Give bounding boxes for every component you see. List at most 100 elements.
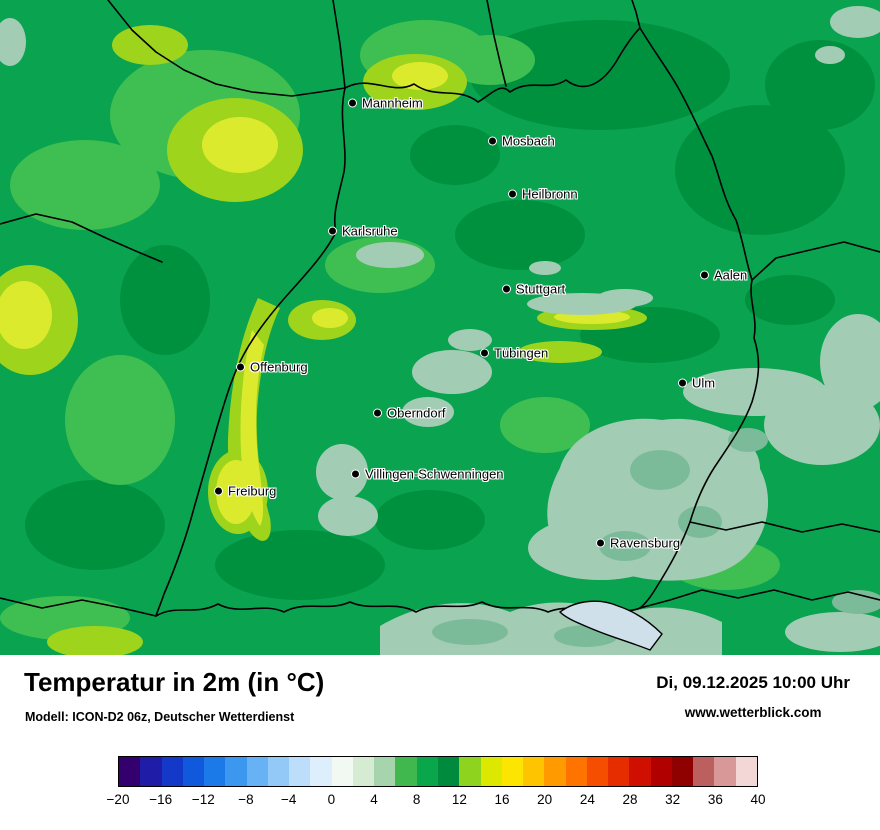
legend-tick-label: −4 xyxy=(280,792,297,807)
legend-color-segment xyxy=(523,757,545,786)
legend-color-segment xyxy=(459,757,481,786)
city-dot-icon xyxy=(503,285,510,293)
city-marker: Oberndorf xyxy=(374,406,446,421)
city-label: Tübingen xyxy=(494,345,549,361)
legend-color-segment xyxy=(331,757,353,786)
legend-color-segment xyxy=(119,757,141,786)
legend-tick-label: −16 xyxy=(149,792,173,807)
city-marker: Offenburg xyxy=(237,360,308,375)
legend-color-segment xyxy=(629,757,651,786)
legend-color-segment xyxy=(246,757,268,786)
city-marker: Freiburg xyxy=(215,484,276,499)
city-marker: Mannheim xyxy=(349,96,423,111)
legend-tick-label: −12 xyxy=(191,792,215,807)
city-dot-icon xyxy=(509,190,516,198)
temperature-legend: −20 −16 −12 −8 −4 0 4 8 12 16 20 24 28 32 36 40 xyxy=(107,756,766,810)
lake-constance xyxy=(558,600,663,651)
city-dot-icon xyxy=(679,379,686,387)
city-marker: Stuttgart xyxy=(503,282,565,297)
legend-tick-label: 36 xyxy=(707,792,723,807)
legend-color-segment xyxy=(671,757,694,786)
city-marker: Mosbach xyxy=(489,134,555,149)
legend-color-segment xyxy=(289,757,311,786)
legend-tick-label: 16 xyxy=(494,792,510,807)
legend-tick-label: −8 xyxy=(238,792,254,807)
legend-color-segment xyxy=(714,757,736,786)
city-label: Stuttgart xyxy=(516,281,566,297)
city-dot-icon xyxy=(329,227,336,235)
legend-tick-label: 12 xyxy=(451,792,467,807)
legend-colorbar xyxy=(118,756,758,787)
city-marker: Ulm xyxy=(679,376,715,391)
city-label: Aalen xyxy=(714,267,748,283)
city-dot-icon xyxy=(215,487,222,495)
legend-color-segment xyxy=(267,757,290,786)
page-title: Temperatur in 2m (in °C) xyxy=(24,667,325,697)
city-dot-icon xyxy=(489,137,496,145)
legend-tick-label: 40 xyxy=(750,792,766,807)
city-layer: Mannheim Mosbach Heilbronn Karlsruhe Aalen St… xyxy=(215,96,747,551)
legend-color-segment xyxy=(735,757,757,786)
city-marker: Ravensburg xyxy=(597,536,680,551)
legend-tick-label: 20 xyxy=(537,792,553,807)
legend-color-segment xyxy=(693,757,715,786)
temperature-map-svg xyxy=(0,0,880,655)
legend-color-segment xyxy=(586,757,609,786)
city-label: Freiburg xyxy=(228,483,277,499)
legend-tick-label: 32 xyxy=(665,792,681,807)
city-dot-icon xyxy=(701,271,708,279)
city-label: Offenburg xyxy=(250,359,308,375)
city-dot-icon xyxy=(349,99,356,107)
city-marker: Karlsruhe xyxy=(329,224,398,239)
legend-color-segment xyxy=(565,757,587,786)
city-label: Ulm xyxy=(692,375,716,391)
legend-color-segment xyxy=(352,757,375,786)
legend-color-segment xyxy=(480,757,502,786)
model-info: Modell: ICON-D2 06z, Deutscher Wetterdie… xyxy=(25,710,295,724)
temp-field-dark-green-patches xyxy=(25,20,875,600)
city-dot-icon xyxy=(481,349,488,357)
legend-tick-label: 24 xyxy=(579,792,595,807)
city-marker: Heilbronn xyxy=(509,187,578,202)
legend-tick-label: 8 xyxy=(412,792,421,807)
temp-field-yellow-patches xyxy=(0,62,630,526)
info-panel: Temperatur in 2m (in °C) Modell: ICON-D2… xyxy=(0,655,880,830)
city-dot-icon xyxy=(352,470,359,478)
city-label: Heilbronn xyxy=(522,186,578,202)
city-dot-icon xyxy=(597,539,604,547)
city-label: Mosbach xyxy=(502,133,555,149)
legend-tick-label: 4 xyxy=(370,792,378,807)
temperature-map: Mannheim Mosbach Heilbronn Karlsruhe Aalen St… xyxy=(0,0,880,655)
legend-color-segment xyxy=(140,757,162,786)
website-url: www.wetterblick.com xyxy=(684,705,822,720)
city-label: Oberndorf xyxy=(387,405,446,421)
city-label: Ravensburg xyxy=(610,535,681,551)
legend-color-segment xyxy=(310,757,332,786)
legend-color-segment xyxy=(544,757,566,786)
legend-color-segment xyxy=(182,757,205,786)
city-label: Mannheim xyxy=(362,95,423,111)
city-marker: Villingen-Schwenningen xyxy=(352,467,504,482)
temp-field-dark-teal-patches xyxy=(432,428,880,647)
legend-color-segment xyxy=(225,757,247,786)
legend-color-segment xyxy=(416,757,438,786)
right-meta: Di, 09.12.2025 10:00 Uhr www.wetterblick… xyxy=(656,673,850,720)
legend-tick-label: 0 xyxy=(327,792,336,807)
legend-tick-label: −20 xyxy=(106,792,130,807)
borders-layer xyxy=(0,0,880,651)
legend-color-segment xyxy=(204,757,226,786)
legend-ticks: −20 −16 −12 −8 −4 0 4 8 12 16 20 24 28 32 36 40 xyxy=(107,792,766,810)
legend-color-segment xyxy=(437,757,460,786)
legend-color-segment xyxy=(650,757,672,786)
legend-color-segment xyxy=(395,757,417,786)
city-dot-icon xyxy=(237,363,244,371)
city-label: Karlsruhe xyxy=(342,223,398,239)
city-marker: Aalen xyxy=(701,268,747,283)
valid-datetime: Di, 09.12.2025 10:00 Uhr xyxy=(656,673,850,692)
city-marker: Tübingen xyxy=(481,346,548,361)
legend-color-segment xyxy=(374,757,396,786)
legend-color-segment xyxy=(501,757,524,786)
legend-tick-label: 28 xyxy=(622,792,638,807)
city-dot-icon xyxy=(374,409,381,417)
